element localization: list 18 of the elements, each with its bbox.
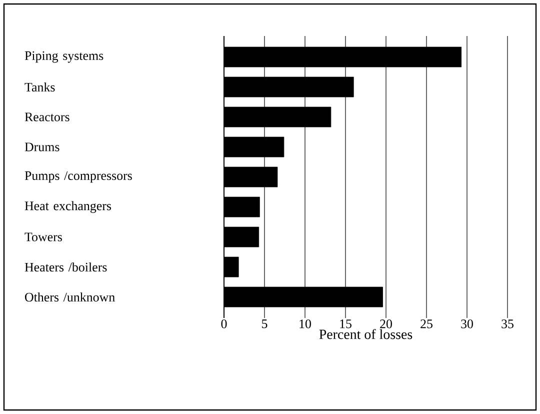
y-tick-label: Tanks: [24, 82, 55, 92]
x-tick-label: 15: [340, 320, 352, 328]
x-tick-label: 25: [420, 320, 432, 328]
x-tick-label: 30: [461, 320, 473, 328]
x-tick-label: 35: [502, 320, 514, 328]
y-tick-label: Heat exchangers: [24, 201, 112, 213]
x-tick-label: 5: [262, 320, 268, 328]
y-tick-label: Heaters /boilers: [24, 262, 107, 272]
y-tick-label: Others /unknown: [25, 292, 115, 302]
y-tick-label: Pumps /compressors: [24, 171, 132, 183]
x-tick-label: 10: [300, 320, 311, 328]
y-tick-label: Piping systems: [24, 51, 104, 63]
x-tick-label: 20: [380, 320, 392, 328]
y-tick-label: Reactors: [24, 112, 70, 122]
y-tick-label: Towers: [24, 232, 62, 242]
y-tick-label: Drums: [24, 142, 60, 152]
x-axis-title: Percent of losses: [319, 329, 412, 340]
x-tick-label: 0: [221, 320, 227, 328]
